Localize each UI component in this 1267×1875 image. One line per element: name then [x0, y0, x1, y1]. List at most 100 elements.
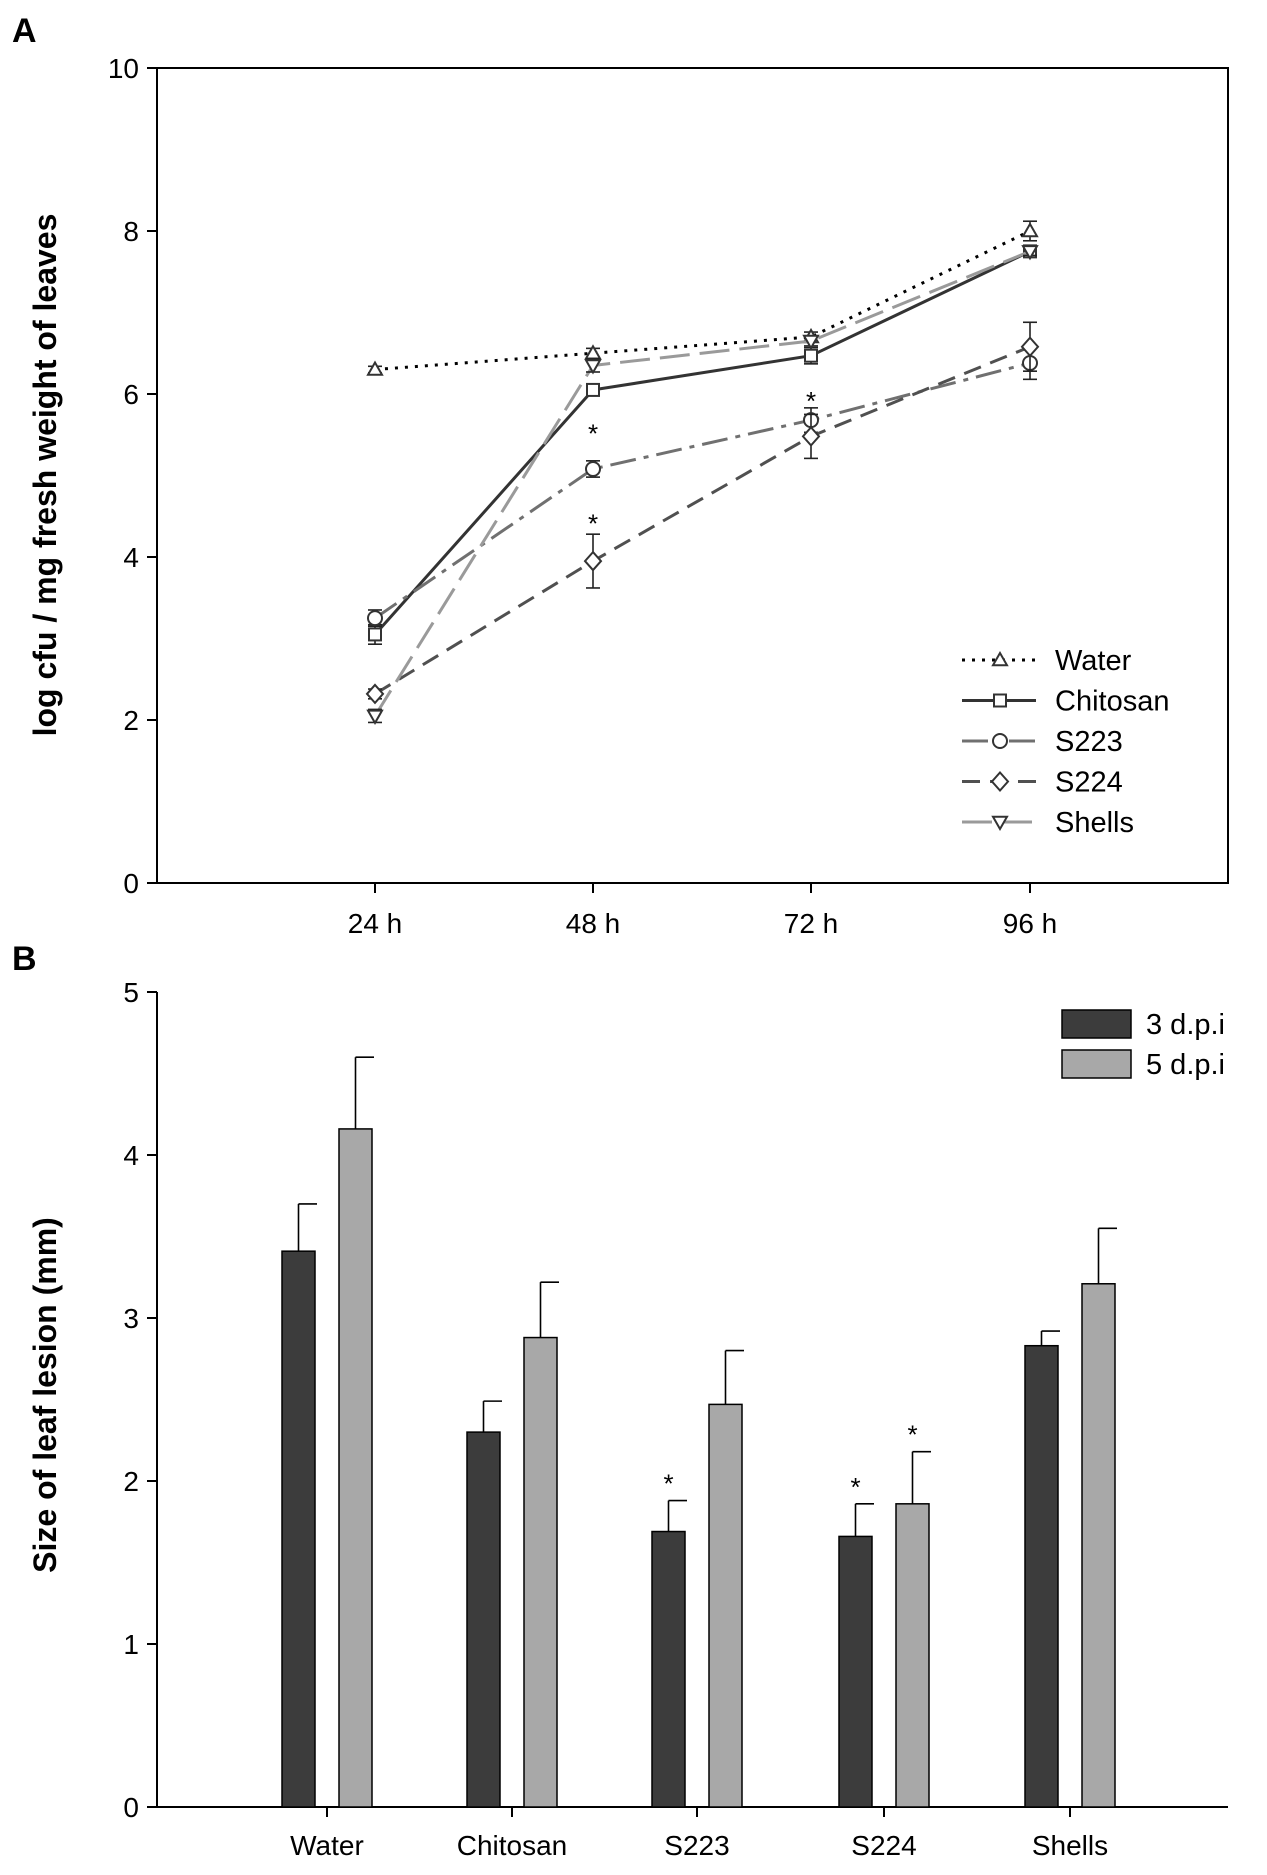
panel-b: B 0 1 2 3 4 5 Water Chitosan S223 S224 Shells Siz… [12, 940, 1228, 1861]
panel-b-legend: 3 d.p.i 5 d.p.i [1061, 1009, 1225, 1081]
series-s223-line [374, 361, 1031, 620]
series-chitosan-point [586, 382, 600, 397]
series-shells-point [584, 359, 602, 375]
panel-b-x-tick-label: S223 [664, 1830, 729, 1861]
panel-a-x-axis: 24 h 48 h 72 h 96 h [348, 883, 1058, 939]
series-s224-point [365, 683, 385, 705]
legend-s224: S224 [962, 767, 1123, 799]
legend-5-d-p-i: 5 d.p.i [1061, 1049, 1225, 1081]
panel-b-significance-star: * [850, 1472, 860, 1502]
series-water-point [366, 360, 384, 376]
panel-a-significance-star: * [588, 508, 598, 538]
panel-b-y-axis: 0 1 2 3 4 5 [123, 977, 157, 1823]
panel-a-y-axis-title: log cfu / mg fresh weight of leaves [27, 214, 63, 737]
legend-water-marker [991, 650, 1009, 667]
panel-a-x-tick-label: 24 h [348, 908, 403, 939]
series-chitosan-point [804, 348, 818, 363]
legend-water-label: Water [1055, 645, 1132, 677]
panel-b-y-tick-label: 5 [123, 977, 139, 1008]
panel-a-y-tick-label: 8 [123, 216, 139, 247]
legend-3-d-p-i: 3 d.p.i [1061, 1009, 1225, 1041]
series-water-line [374, 229, 1031, 372]
panel-a-significance-star: * [588, 419, 598, 449]
series-water-point [1021, 221, 1039, 238]
bar-5-d-p-i-s223 [708, 1403, 743, 1808]
panel-b-y-tick-label: 3 [123, 1303, 139, 1334]
legend-s224-marker [990, 770, 1010, 793]
panel-b-x-tick-label: Shells [1032, 1830, 1108, 1861]
bar-5-d-p-i-shells [1081, 1283, 1116, 1808]
bar-5-d-p-i-chitosan [523, 1336, 558, 1808]
panel-a-x-tick-label: 72 h [784, 908, 839, 939]
panel-a-x-tick-label: 48 h [566, 908, 621, 939]
legend-5-d-p-i-label: 5 d.p.i [1146, 1049, 1225, 1081]
legend-s223-label: S223 [1055, 726, 1123, 758]
panel-b-x-tick-label: S224 [851, 1830, 916, 1861]
bar-3-d-p-i-water [281, 1250, 316, 1808]
panel-b-annotations: * * * [663, 1420, 917, 1502]
panel-b-y-tick-label: 0 [123, 1792, 139, 1823]
panel-b-label: B [12, 940, 37, 978]
panel-b-y-axis-title: Size of leaf lesion (mm) [27, 1217, 63, 1573]
series-s224-point [801, 425, 821, 447]
legend-chitosan: Chitosan [962, 686, 1169, 718]
legend-s223: S223 [962, 726, 1123, 758]
series-s224 [365, 321, 1040, 705]
legend-5-d-p-i-swatch [1061, 1049, 1132, 1079]
legend-chitosan-label: Chitosan [1055, 686, 1169, 718]
panel-a-significance-star: * [806, 386, 816, 416]
bar-3-d-p-i-chitosan [466, 1431, 501, 1808]
legend-chitosan-marker [993, 693, 1007, 708]
panel-a-y-tick-label: 0 [123, 868, 139, 899]
series-chitosan-line [373, 250, 1031, 636]
panel-b-axes [156, 992, 1228, 1808]
panel-b-y-tick-label: 1 [123, 1629, 139, 1660]
panel-a-x-tick-label: 96 h [1003, 908, 1058, 939]
legend-s224-label: S224 [1055, 767, 1123, 799]
legend-shells-label: Shells [1055, 807, 1134, 839]
panel-a-annotations: * * * [588, 386, 816, 538]
series-shells-line [373, 249, 1031, 717]
panel-a: A 0 2 4 6 8 10 24 h 48 h 72 h 96 h log cfu / mg … [12, 12, 1229, 939]
legend-shells: Shells [962, 807, 1134, 839]
panel-a-y-tick-label: 6 [123, 379, 139, 410]
panel-a-series [365, 220, 1040, 725]
panel-a-y-tick-label: 4 [123, 542, 139, 573]
series-shells-point [366, 709, 384, 725]
series-shells [366, 245, 1039, 725]
panel-b-y-tick-label: 4 [123, 1140, 139, 1171]
series-s224-point [583, 550, 603, 572]
series-chitosan-point [368, 627, 382, 642]
panel-b-bars [281, 1056, 1117, 1808]
panel-b-x-tick-label: Water [290, 1830, 364, 1861]
bar-3-d-p-i-s224 [838, 1535, 873, 1808]
panel-a-y-axis: 0 2 4 6 8 10 [108, 53, 157, 899]
panel-b-x-axis: Water Chitosan S223 S224 Shells [290, 1807, 1108, 1861]
panel-b-significance-star: * [663, 1469, 673, 1499]
panel-a-plot-frame [156, 67, 1229, 884]
series-s223-point [367, 610, 383, 627]
panel-b-significance-star: * [907, 1420, 917, 1450]
series-s223-point [585, 460, 601, 477]
panel-a-legend: Water Chitosan S223 S224 Shells [962, 645, 1169, 839]
panel-b-y-tick-label: 2 [123, 1466, 139, 1497]
bar-3-d-p-i-shells [1024, 1344, 1059, 1808]
series-s224-line [374, 345, 1031, 696]
legend-s223-marker [992, 733, 1008, 749]
panel-a-y-tick-label: 10 [108, 53, 139, 84]
legend-3-d-p-i-label: 3 d.p.i [1146, 1009, 1225, 1041]
bar-5-d-p-i-s224 [895, 1503, 930, 1808]
series-s224-point [1020, 336, 1040, 358]
series-s223 [367, 345, 1038, 628]
panel-b-x-tick-label: Chitosan [457, 1830, 568, 1861]
legend-water: Water [962, 645, 1132, 677]
series-shells-point [802, 334, 820, 351]
panel-a-label: A [12, 12, 37, 50]
legend-3-d-p-i-swatch [1061, 1009, 1132, 1039]
legend-shells-marker [991, 815, 1009, 832]
bar-3-d-p-i-s223 [651, 1530, 686, 1808]
panel-a-y-tick-label: 2 [123, 705, 139, 736]
bar-5-d-p-i-water [338, 1128, 373, 1808]
series-shells-point [1021, 245, 1039, 261]
